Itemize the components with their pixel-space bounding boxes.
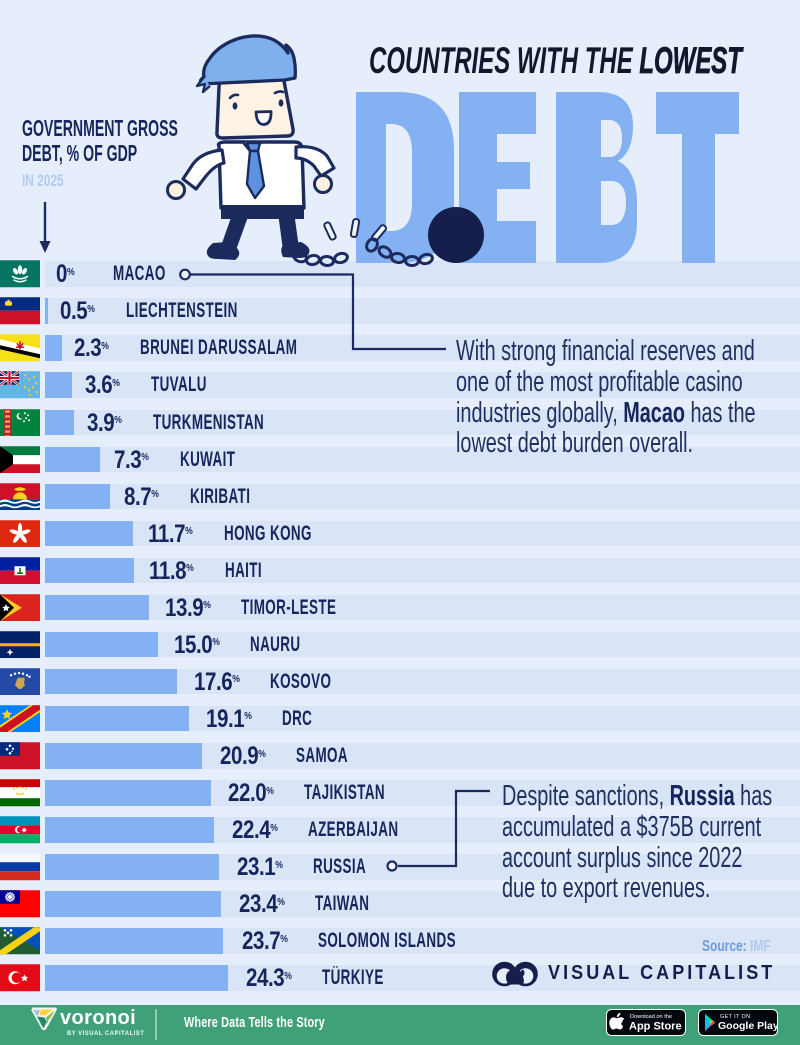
svg-text:GET IT ON: GET IT ON (720, 1014, 750, 1020)
svg-text:Google Play: Google Play (718, 1020, 778, 1032)
svg-text:Download on the: Download on the (630, 1014, 672, 1020)
svg-text:App Store: App Store (629, 1021, 682, 1033)
